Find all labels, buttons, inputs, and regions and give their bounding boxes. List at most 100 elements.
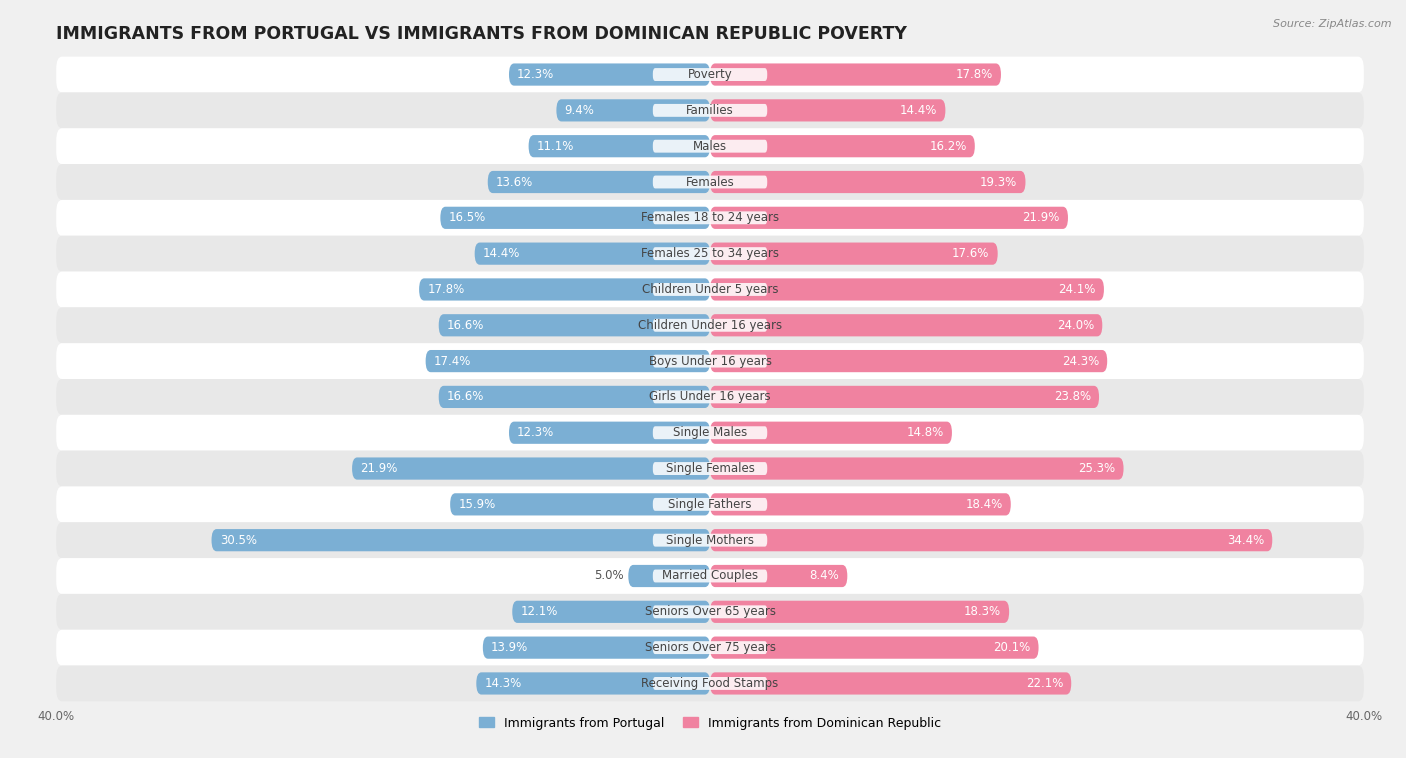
Text: Single Females: Single Females (665, 462, 755, 475)
FancyBboxPatch shape (710, 350, 1107, 372)
FancyBboxPatch shape (652, 68, 768, 81)
Text: Source: ZipAtlas.com: Source: ZipAtlas.com (1274, 19, 1392, 29)
FancyBboxPatch shape (477, 672, 710, 694)
Text: 8.4%: 8.4% (810, 569, 839, 582)
FancyBboxPatch shape (710, 64, 1001, 86)
FancyBboxPatch shape (426, 350, 710, 372)
FancyBboxPatch shape (56, 666, 1364, 701)
Text: 14.4%: 14.4% (900, 104, 938, 117)
FancyBboxPatch shape (710, 600, 1010, 623)
Text: 16.2%: 16.2% (929, 139, 967, 152)
FancyBboxPatch shape (56, 128, 1364, 164)
Text: 12.3%: 12.3% (517, 68, 554, 81)
FancyBboxPatch shape (710, 135, 974, 158)
FancyBboxPatch shape (352, 457, 710, 480)
Text: Boys Under 16 years: Boys Under 16 years (648, 355, 772, 368)
FancyBboxPatch shape (652, 247, 768, 260)
Text: 16.5%: 16.5% (449, 211, 485, 224)
FancyBboxPatch shape (710, 314, 1102, 337)
FancyBboxPatch shape (557, 99, 710, 121)
Text: 12.3%: 12.3% (517, 426, 554, 439)
Text: 17.8%: 17.8% (956, 68, 993, 81)
FancyBboxPatch shape (56, 92, 1364, 128)
FancyBboxPatch shape (56, 487, 1364, 522)
Text: 13.6%: 13.6% (496, 176, 533, 189)
Text: 34.4%: 34.4% (1227, 534, 1264, 547)
FancyBboxPatch shape (652, 211, 768, 224)
FancyBboxPatch shape (652, 355, 768, 368)
Text: 23.8%: 23.8% (1053, 390, 1091, 403)
FancyBboxPatch shape (56, 558, 1364, 594)
Text: Single Fathers: Single Fathers (668, 498, 752, 511)
Text: 12.1%: 12.1% (520, 606, 558, 619)
Text: 17.8%: 17.8% (427, 283, 464, 296)
FancyBboxPatch shape (710, 493, 1011, 515)
Text: Married Couples: Married Couples (662, 569, 758, 582)
Text: Seniors Over 65 years: Seniors Over 65 years (644, 606, 776, 619)
FancyBboxPatch shape (652, 677, 768, 690)
Text: Females 18 to 24 years: Females 18 to 24 years (641, 211, 779, 224)
Text: 16.6%: 16.6% (447, 390, 484, 403)
Text: 19.3%: 19.3% (980, 176, 1018, 189)
FancyBboxPatch shape (710, 207, 1069, 229)
Text: 18.3%: 18.3% (965, 606, 1001, 619)
FancyBboxPatch shape (482, 637, 710, 659)
Text: 21.9%: 21.9% (360, 462, 398, 475)
Text: 11.1%: 11.1% (537, 139, 574, 152)
FancyBboxPatch shape (56, 594, 1364, 630)
Text: 22.1%: 22.1% (1026, 677, 1063, 690)
Text: Single Mothers: Single Mothers (666, 534, 754, 547)
Text: 25.3%: 25.3% (1078, 462, 1115, 475)
Text: 15.9%: 15.9% (458, 498, 495, 511)
FancyBboxPatch shape (652, 283, 768, 296)
FancyBboxPatch shape (710, 278, 1104, 301)
FancyBboxPatch shape (475, 243, 710, 265)
FancyBboxPatch shape (652, 139, 768, 152)
Text: 13.9%: 13.9% (491, 641, 529, 654)
FancyBboxPatch shape (652, 390, 768, 403)
FancyBboxPatch shape (652, 641, 768, 654)
Text: 21.9%: 21.9% (1022, 211, 1060, 224)
FancyBboxPatch shape (509, 64, 710, 86)
FancyBboxPatch shape (529, 135, 710, 158)
FancyBboxPatch shape (439, 386, 710, 408)
Text: Males: Males (693, 139, 727, 152)
FancyBboxPatch shape (488, 171, 710, 193)
FancyBboxPatch shape (710, 421, 952, 444)
FancyBboxPatch shape (652, 319, 768, 332)
Text: 17.4%: 17.4% (434, 355, 471, 368)
FancyBboxPatch shape (56, 307, 1364, 343)
FancyBboxPatch shape (440, 207, 710, 229)
Text: Poverty: Poverty (688, 68, 733, 81)
Text: Receiving Food Stamps: Receiving Food Stamps (641, 677, 779, 690)
FancyBboxPatch shape (56, 164, 1364, 200)
FancyBboxPatch shape (710, 457, 1123, 480)
FancyBboxPatch shape (56, 451, 1364, 487)
FancyBboxPatch shape (509, 421, 710, 444)
FancyBboxPatch shape (56, 57, 1364, 92)
FancyBboxPatch shape (56, 522, 1364, 558)
FancyBboxPatch shape (710, 565, 848, 587)
FancyBboxPatch shape (211, 529, 710, 551)
Text: Children Under 16 years: Children Under 16 years (638, 319, 782, 332)
FancyBboxPatch shape (512, 600, 710, 623)
Text: Females: Females (686, 176, 734, 189)
FancyBboxPatch shape (652, 498, 768, 511)
Text: 14.3%: 14.3% (485, 677, 522, 690)
Text: 24.0%: 24.0% (1057, 319, 1094, 332)
Text: IMMIGRANTS FROM PORTUGAL VS IMMIGRANTS FROM DOMINICAN REPUBLIC POVERTY: IMMIGRANTS FROM PORTUGAL VS IMMIGRANTS F… (56, 25, 907, 43)
FancyBboxPatch shape (652, 534, 768, 547)
FancyBboxPatch shape (56, 415, 1364, 451)
FancyBboxPatch shape (56, 271, 1364, 307)
Text: 24.3%: 24.3% (1062, 355, 1099, 368)
FancyBboxPatch shape (710, 386, 1099, 408)
FancyBboxPatch shape (652, 462, 768, 475)
Text: Females 25 to 34 years: Females 25 to 34 years (641, 247, 779, 260)
Text: 17.6%: 17.6% (952, 247, 990, 260)
FancyBboxPatch shape (56, 630, 1364, 666)
Text: 30.5%: 30.5% (219, 534, 257, 547)
Text: 16.6%: 16.6% (447, 319, 484, 332)
FancyBboxPatch shape (710, 529, 1272, 551)
FancyBboxPatch shape (628, 565, 710, 587)
FancyBboxPatch shape (450, 493, 710, 515)
